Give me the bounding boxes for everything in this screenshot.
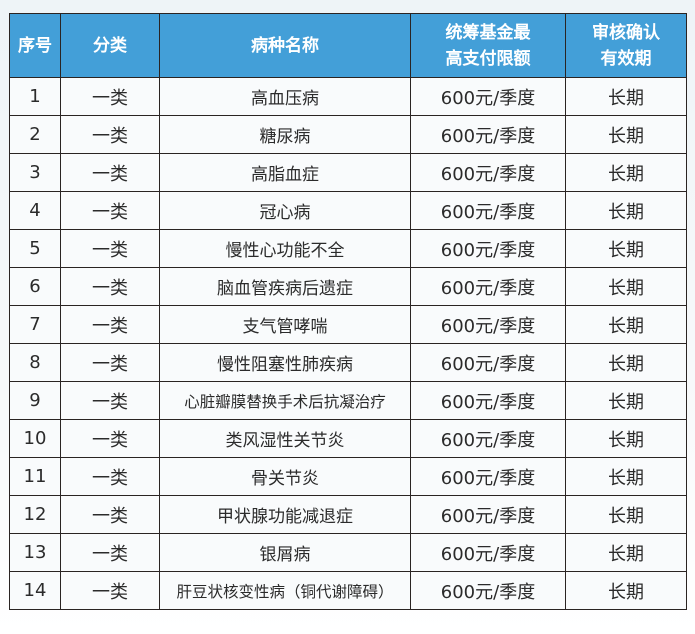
table-row: 5 一类 慢性心功能不全 600元/季度 长期 — [9, 229, 687, 268]
cell-category: 一类 — [60, 457, 160, 496]
cell-payment-limit: 600元/季度 — [410, 533, 566, 572]
cell-index: 2 — [9, 115, 61, 154]
header-text: 序号 — [18, 35, 52, 56]
table-row: 10 一类 类风湿性关节炎 600元/季度 长期 — [9, 419, 687, 458]
cell-validity: 长期 — [565, 191, 687, 230]
cell-validity: 长期 — [565, 571, 687, 610]
cell-disease-name: 慢性阻塞性肺疾病 — [159, 343, 411, 382]
header-text: 分类 — [93, 35, 127, 56]
cell-disease-name: 脑血管疾病后遗症 — [159, 267, 411, 306]
cell-category: 一类 — [60, 419, 160, 458]
cell-category: 一类 — [60, 267, 160, 306]
cell-validity: 长期 — [565, 381, 687, 420]
cell-payment-limit: 600元/季度 — [410, 115, 566, 154]
cell-category: 一类 — [60, 153, 160, 192]
table-row: 6 一类 脑血管疾病后遗症 600元/季度 长期 — [9, 267, 687, 306]
cell-validity: 长期 — [565, 343, 687, 382]
cell-payment-limit: 600元/季度 — [410, 229, 566, 268]
cell-payment-limit: 600元/季度 — [410, 457, 566, 496]
cell-index: 7 — [9, 305, 61, 344]
cell-validity: 长期 — [565, 267, 687, 306]
cell-category: 一类 — [60, 343, 160, 382]
table-row: 9 一类 心脏瓣膜替换手术后抗凝治疗 600元/季度 长期 — [9, 381, 687, 420]
cell-index: 8 — [9, 343, 61, 382]
cell-validity: 长期 — [565, 533, 687, 572]
cell-category: 一类 — [60, 77, 160, 116]
cell-disease-name: 慢性心功能不全 — [159, 229, 411, 268]
header-payment-limit: 统筹基金最高支付限额 — [410, 13, 566, 78]
cell-index: 4 — [9, 191, 61, 230]
cell-disease-name: 甲状腺功能减退症 — [159, 495, 411, 534]
header-text: 高支付限额 — [445, 48, 531, 69]
cell-category: 一类 — [60, 533, 160, 572]
header-text: 有效期 — [600, 48, 652, 69]
cell-disease-name: 骨关节炎 — [159, 457, 411, 496]
table-row: 3 一类 高脂血症 600元/季度 长期 — [9, 153, 687, 192]
cell-validity: 长期 — [565, 115, 687, 154]
cell-validity: 长期 — [565, 457, 687, 496]
cell-payment-limit: 600元/季度 — [410, 571, 566, 610]
table-row: 13 一类 银屑病 600元/季度 长期 — [9, 533, 687, 572]
cell-index: 11 — [9, 457, 61, 496]
cell-category: 一类 — [60, 229, 160, 268]
cell-category: 一类 — [60, 571, 160, 610]
cell-validity: 长期 — [565, 495, 687, 534]
header-disease-name: 病种名称 — [159, 13, 411, 78]
cell-index: 1 — [9, 77, 61, 116]
cell-disease-name: 高脂血症 — [159, 153, 411, 192]
cell-category: 一类 — [60, 495, 160, 534]
header-validity: 审核确认 有效期 — [565, 13, 687, 78]
header-text: 审核确认 — [592, 22, 660, 43]
cell-payment-limit: 600元/季度 — [410, 191, 566, 230]
cell-validity: 长期 — [565, 305, 687, 344]
cell-index: 6 — [9, 267, 61, 306]
cell-payment-limit: 600元/季度 — [410, 381, 566, 420]
cell-validity: 长期 — [565, 153, 687, 192]
cell-index: 14 — [9, 571, 61, 610]
table-row: 2 一类 糖尿病 600元/季度 长期 — [9, 115, 687, 154]
cell-index: 3 — [9, 153, 61, 192]
table-row: 14 一类 肝豆状核变性病（铜代谢障碍） 600元/季度 长期 — [9, 571, 687, 610]
table-row: 7 一类 支气管哮喘 600元/季度 长期 — [9, 305, 687, 344]
cell-payment-limit: 600元/季度 — [410, 267, 566, 306]
table-row: 8 一类 慢性阻塞性肺疾病 600元/季度 长期 — [9, 343, 687, 382]
cell-payment-limit: 600元/季度 — [410, 495, 566, 534]
cell-index: 9 — [9, 381, 61, 420]
cell-validity: 长期 — [565, 419, 687, 458]
table-row: 4 一类 冠心病 600元/季度 长期 — [9, 191, 687, 230]
cell-payment-limit: 600元/季度 — [410, 305, 566, 344]
cell-disease-name: 支气管哮喘 — [159, 305, 411, 344]
cell-payment-limit: 600元/季度 — [410, 419, 566, 458]
header-index: 序号 — [9, 13, 61, 78]
table-row: 1 一类 高血压病 600元/季度 长期 — [9, 77, 687, 116]
cell-index: 10 — [9, 419, 61, 458]
cell-disease-name: 心脏瓣膜替换手术后抗凝治疗 — [159, 381, 411, 420]
cell-disease-name: 高血压病 — [159, 77, 411, 116]
cell-category: 一类 — [60, 191, 160, 230]
disease-table: 序号 分类 病种名称 统筹基金最 高支付限额 审核确认 有效期 1 一类 高血压病 600… — [9, 13, 687, 610]
cell-validity: 长期 — [565, 77, 687, 116]
header-category: 分类 — [60, 13, 160, 78]
cell-index: 5 — [9, 229, 61, 268]
table-row: 11 一类 骨关节炎 600元/季度 长期 — [9, 457, 687, 496]
cell-payment-limit: 600元/季度 — [410, 153, 566, 192]
cell-category: 一类 — [60, 305, 160, 344]
cell-index: 12 — [9, 495, 61, 534]
header-row: 序号 分类 病种名称 统筹基金最高支付限额 审核确认有效期 — [9, 13, 687, 78]
header-text: 病种名称 — [251, 35, 319, 56]
cell-disease-name: 冠心病 — [159, 191, 411, 230]
cell-payment-limit: 600元/季度 — [410, 77, 566, 116]
cell-payment-limit: 600元/季度 — [410, 343, 566, 382]
cell-disease-name: 糖尿病 — [159, 115, 411, 154]
cell-disease-name: 类风湿性关节炎 — [159, 419, 411, 458]
cell-disease-name: 银屑病 — [159, 533, 411, 572]
cell-index: 13 — [9, 533, 61, 572]
cell-validity: 长期 — [565, 229, 687, 268]
header-text: 统筹基金最 — [445, 22, 531, 43]
cell-category: 一类 — [60, 381, 160, 420]
table-row: 12 一类 甲状腺功能减退症 600元/季度 长期 — [9, 495, 687, 534]
cell-category: 一类 — [60, 115, 160, 154]
cell-disease-name: 肝豆状核变性病（铜代谢障碍） — [159, 571, 411, 610]
